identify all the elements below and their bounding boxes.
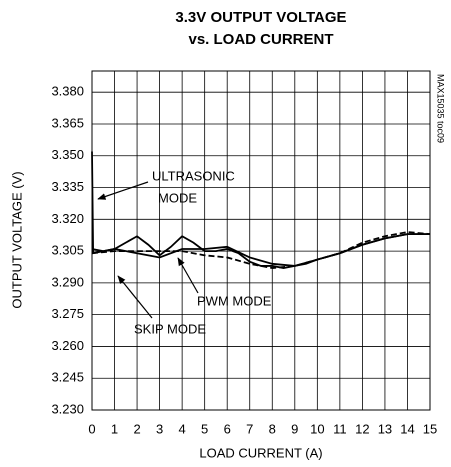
y-tick-label: 3.260 (51, 338, 84, 353)
y-tick-label: 3.245 (51, 370, 84, 385)
y-tick-label: 3.290 (51, 274, 84, 289)
x-tick-label: 8 (269, 421, 276, 436)
series-line (91, 151, 430, 267)
x-tick-label: 15 (423, 421, 437, 436)
chart-title: 3.3V OUTPUT VOLTAGE (175, 9, 346, 26)
x-tick-label: 7 (246, 421, 253, 436)
arrow (177, 257, 199, 294)
y-tick-label: 3.230 (51, 401, 84, 416)
x-tick-label: 6 (224, 421, 231, 436)
arrow (97, 181, 149, 200)
y-tick-label: 3.305 (51, 243, 84, 258)
y-tick-label: 3.350 (51, 147, 84, 162)
y-tick-label: 3.275 (51, 306, 84, 321)
x-tick-label: 1 (111, 421, 118, 436)
annotation: MODE (158, 190, 197, 205)
series-line (91, 231, 431, 269)
annotation: SKIP MODE (134, 321, 206, 336)
x-tick-label: 12 (355, 421, 369, 436)
x-tick-label: 4 (179, 421, 186, 436)
x-tick-label: 14 (400, 421, 414, 436)
x-tick-label: 13 (378, 421, 392, 436)
x-tick-label: 2 (133, 421, 140, 436)
arrow (117, 275, 153, 319)
x-tick-label: 0 (88, 421, 95, 436)
annotation: PWM MODE (197, 293, 272, 308)
y-tick-label: 3.335 (51, 179, 84, 194)
x-tick-label: 3 (156, 421, 163, 436)
x-tick-label: 9 (291, 421, 298, 436)
x-tick-label: 5 (201, 421, 208, 436)
y-tick-label: 3.380 (51, 84, 84, 99)
side-note: MAX15035 toc09 (436, 74, 446, 143)
x-axis-label: LOAD CURRENT (A) (199, 445, 322, 460)
annotation: ULTRASONIC (152, 168, 235, 183)
y-axis-label: OUTPUT VOLTAGE (V) (9, 171, 24, 308)
x-tick-label: 10 (310, 421, 324, 436)
y-tick-label: 3.365 (51, 115, 84, 130)
x-tick-label: 11 (333, 421, 347, 436)
chart-title: vs. LOAD CURRENT (188, 31, 333, 48)
y-tick-label: 3.320 (51, 211, 84, 226)
